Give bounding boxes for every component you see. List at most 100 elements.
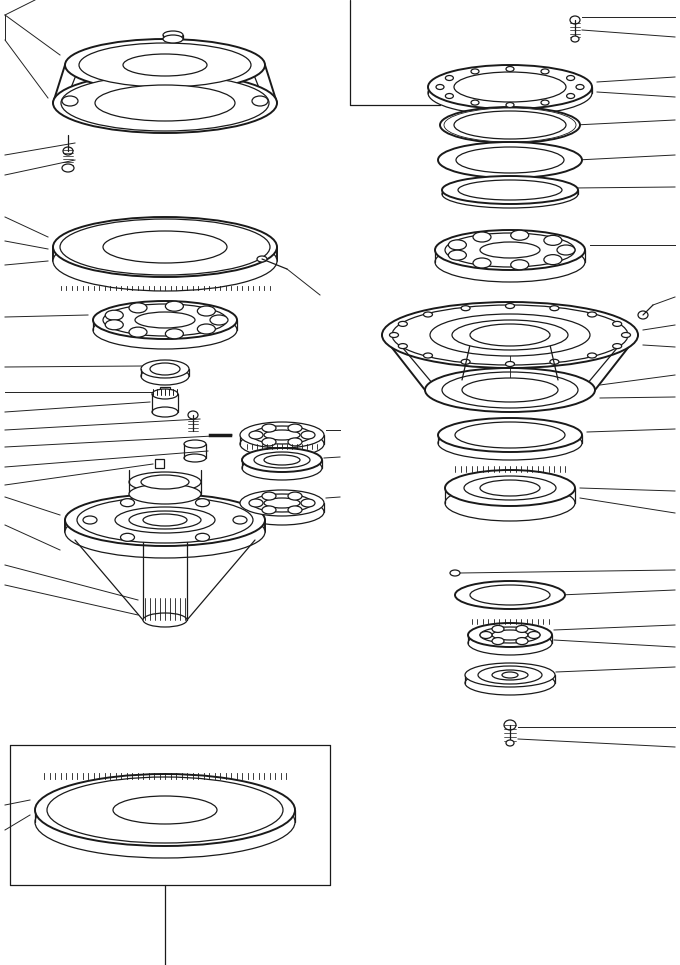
Ellipse shape <box>390 333 398 338</box>
Ellipse shape <box>461 359 470 365</box>
Ellipse shape <box>60 219 270 275</box>
Ellipse shape <box>473 258 491 268</box>
Ellipse shape <box>622 333 630 338</box>
Ellipse shape <box>613 321 622 326</box>
Ellipse shape <box>242 456 322 480</box>
Ellipse shape <box>470 324 550 346</box>
Ellipse shape <box>65 39 265 91</box>
Ellipse shape <box>465 671 555 695</box>
Ellipse shape <box>288 424 302 432</box>
Ellipse shape <box>450 570 460 576</box>
Ellipse shape <box>240 422 324 448</box>
Ellipse shape <box>129 484 201 504</box>
Ellipse shape <box>502 672 518 678</box>
Ellipse shape <box>240 499 324 525</box>
Ellipse shape <box>424 312 432 317</box>
Ellipse shape <box>480 480 540 496</box>
Ellipse shape <box>438 418 582 452</box>
Ellipse shape <box>461 306 470 311</box>
Ellipse shape <box>471 69 479 74</box>
Ellipse shape <box>288 506 302 514</box>
Ellipse shape <box>249 431 263 439</box>
Ellipse shape <box>638 311 648 319</box>
Ellipse shape <box>35 774 295 846</box>
Ellipse shape <box>465 663 555 687</box>
Ellipse shape <box>53 231 277 291</box>
Ellipse shape <box>288 438 302 446</box>
Ellipse shape <box>47 777 283 843</box>
Ellipse shape <box>468 631 552 655</box>
Ellipse shape <box>188 411 198 419</box>
Ellipse shape <box>240 490 324 516</box>
Ellipse shape <box>445 233 575 267</box>
Ellipse shape <box>570 16 580 24</box>
Ellipse shape <box>480 242 540 258</box>
Ellipse shape <box>566 94 575 98</box>
Ellipse shape <box>468 623 552 647</box>
Ellipse shape <box>442 176 578 204</box>
Ellipse shape <box>428 71 592 115</box>
Ellipse shape <box>197 306 216 316</box>
Ellipse shape <box>550 306 559 311</box>
Ellipse shape <box>516 638 528 645</box>
Ellipse shape <box>77 497 253 543</box>
Ellipse shape <box>129 303 147 313</box>
Ellipse shape <box>262 492 276 500</box>
Ellipse shape <box>141 360 189 378</box>
Ellipse shape <box>544 235 562 245</box>
Ellipse shape <box>382 302 638 368</box>
Ellipse shape <box>150 363 180 375</box>
Ellipse shape <box>613 344 622 348</box>
Ellipse shape <box>428 65 592 109</box>
Ellipse shape <box>444 108 576 142</box>
Ellipse shape <box>445 485 575 521</box>
Ellipse shape <box>436 85 444 90</box>
Ellipse shape <box>541 100 549 105</box>
Ellipse shape <box>120 499 135 507</box>
Ellipse shape <box>53 73 277 133</box>
Ellipse shape <box>492 670 528 680</box>
Ellipse shape <box>196 534 209 541</box>
Ellipse shape <box>504 720 516 730</box>
Ellipse shape <box>505 362 515 367</box>
Ellipse shape <box>135 312 195 328</box>
Ellipse shape <box>62 96 78 106</box>
Bar <box>160 387 170 397</box>
Ellipse shape <box>240 431 324 457</box>
Ellipse shape <box>143 613 187 627</box>
Ellipse shape <box>83 516 97 524</box>
Ellipse shape <box>440 107 580 143</box>
Ellipse shape <box>424 353 432 358</box>
Ellipse shape <box>123 54 207 76</box>
Ellipse shape <box>511 260 529 270</box>
Ellipse shape <box>454 72 566 102</box>
Ellipse shape <box>184 440 206 448</box>
Ellipse shape <box>53 217 277 277</box>
Ellipse shape <box>93 301 237 339</box>
Ellipse shape <box>65 494 265 546</box>
Ellipse shape <box>458 180 562 200</box>
Ellipse shape <box>262 506 276 514</box>
Ellipse shape <box>470 585 550 605</box>
Ellipse shape <box>571 36 579 42</box>
Ellipse shape <box>79 43 251 87</box>
Ellipse shape <box>392 305 628 365</box>
Ellipse shape <box>557 245 575 255</box>
Ellipse shape <box>264 498 300 508</box>
Ellipse shape <box>445 470 575 506</box>
Ellipse shape <box>506 67 514 71</box>
Ellipse shape <box>301 499 315 507</box>
Ellipse shape <box>511 231 529 240</box>
Ellipse shape <box>252 96 268 106</box>
Ellipse shape <box>445 75 454 80</box>
Ellipse shape <box>152 389 178 399</box>
Ellipse shape <box>588 353 596 358</box>
Ellipse shape <box>129 472 201 492</box>
Ellipse shape <box>242 448 322 472</box>
Ellipse shape <box>588 312 596 317</box>
Ellipse shape <box>528 631 540 639</box>
Ellipse shape <box>210 315 228 325</box>
Ellipse shape <box>165 329 184 339</box>
Ellipse shape <box>143 514 187 526</box>
Ellipse shape <box>103 231 227 263</box>
